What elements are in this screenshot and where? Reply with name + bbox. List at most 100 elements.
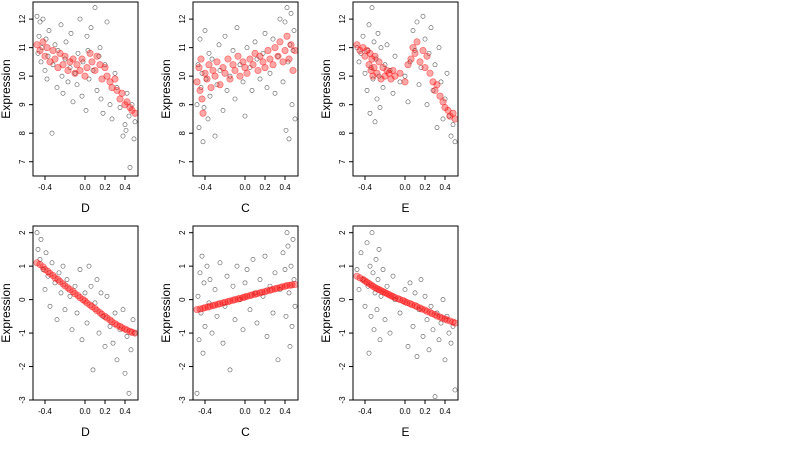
observed-point	[397, 310, 403, 316]
y-tick-label: -1	[338, 329, 347, 337]
series-fitted	[33, 38, 139, 117]
observed-point	[100, 110, 106, 116]
fitted-point	[131, 329, 139, 337]
observed-point	[282, 19, 288, 25]
observed-point	[356, 59, 362, 65]
observed-point	[262, 30, 268, 36]
observed-point	[426, 347, 432, 353]
observed-point	[109, 116, 115, 122]
y-tick-label: 11	[178, 43, 187, 52]
observed-point	[230, 48, 236, 53]
fitted-point	[416, 58, 424, 66]
observed-point	[224, 88, 230, 93]
fitted-point	[91, 305, 99, 313]
observed-point	[104, 19, 110, 25]
observed-point	[376, 247, 382, 252]
observed-point	[120, 307, 126, 313]
x-tick-label: 0.4	[439, 407, 451, 416]
series-fitted	[193, 32, 299, 117]
x-axis-title: D	[81, 425, 90, 439]
observed-point	[262, 253, 268, 259]
observed-point	[289, 102, 295, 108]
observed-point	[292, 116, 298, 122]
fitted-point	[224, 55, 232, 63]
observed-point	[132, 119, 138, 125]
observed-point	[448, 133, 454, 139]
observed-point	[200, 139, 206, 145]
x-tick-label: 0.0	[79, 183, 91, 192]
observed-point	[194, 102, 200, 108]
observed-point	[216, 42, 222, 48]
observed-point	[377, 337, 383, 343]
x-tick-label: 0.0	[79, 407, 91, 416]
fitted-point	[198, 95, 206, 103]
observed-point	[275, 53, 281, 59]
observed-point	[367, 110, 373, 116]
fitted-point	[123, 98, 131, 106]
fitted-point	[101, 64, 109, 72]
observed-point	[126, 113, 132, 119]
observed-point	[220, 107, 226, 113]
observed-point	[418, 277, 424, 282]
fitted-point	[211, 72, 219, 80]
observed-point	[209, 56, 215, 62]
observed-point	[117, 105, 123, 110]
observed-point	[74, 310, 80, 316]
series-observed	[34, 230, 138, 396]
y-tick-label: 12	[18, 14, 27, 23]
observed-point	[114, 357, 120, 363]
y-tick-label: 1	[178, 263, 187, 268]
x-tick-label: 0.2	[99, 407, 111, 416]
y-axis-title: Expression	[159, 283, 173, 342]
observed-point	[384, 42, 390, 48]
observed-point	[124, 334, 130, 339]
observed-point	[131, 136, 137, 142]
fitted-point	[371, 52, 379, 60]
fitted-point	[33, 41, 41, 49]
observed-point	[275, 357, 281, 363]
fitted-point	[413, 38, 421, 46]
x-tick-label: -0.4	[198, 407, 212, 416]
fitted-point	[64, 66, 72, 74]
fitted-point	[449, 318, 457, 326]
observed-point	[34, 230, 40, 236]
observed-point	[67, 293, 73, 299]
observed-point	[214, 313, 220, 319]
series-observed	[34, 5, 138, 170]
observed-point	[127, 165, 133, 170]
observed-point	[448, 340, 454, 346]
fitted-point	[353, 41, 361, 49]
observed-point	[227, 367, 233, 373]
fitted-point	[383, 290, 391, 298]
observed-point	[60, 263, 66, 269]
observed-point	[42, 68, 48, 73]
observed-point	[436, 45, 442, 51]
panel-6: -0.4 0.0 0.2 0.4 -3 -2 -1 0 1 2 E Expression	[319, 225, 459, 439]
fitted-point	[243, 69, 251, 77]
y-tick-label: 9	[338, 102, 347, 107]
observed-point	[290, 48, 296, 53]
plot-frame	[192, 225, 299, 401]
observed-point	[244, 267, 250, 272]
observed-point	[85, 48, 91, 53]
observed-point	[264, 334, 270, 339]
fitted-point	[373, 69, 381, 77]
observed-point	[195, 293, 201, 299]
observed-point	[201, 280, 207, 286]
y-tick-label: 7	[178, 159, 187, 164]
y-tick-label: 10	[18, 71, 27, 80]
fitted-point	[419, 46, 427, 54]
fitted-point	[285, 55, 293, 63]
observed-point	[70, 99, 76, 105]
y-tick-label: -1	[18, 329, 27, 337]
observed-point	[34, 13, 40, 19]
fitted-point	[39, 38, 47, 46]
observed-point	[249, 88, 255, 93]
x-tick-label: 0.0	[239, 407, 251, 416]
observed-point	[424, 317, 430, 323]
observed-point	[88, 283, 94, 289]
y-tick-label: 1	[18, 263, 27, 268]
observed-point	[126, 390, 132, 396]
y-tick-label: -3	[178, 396, 187, 404]
fitted-point	[207, 84, 215, 92]
